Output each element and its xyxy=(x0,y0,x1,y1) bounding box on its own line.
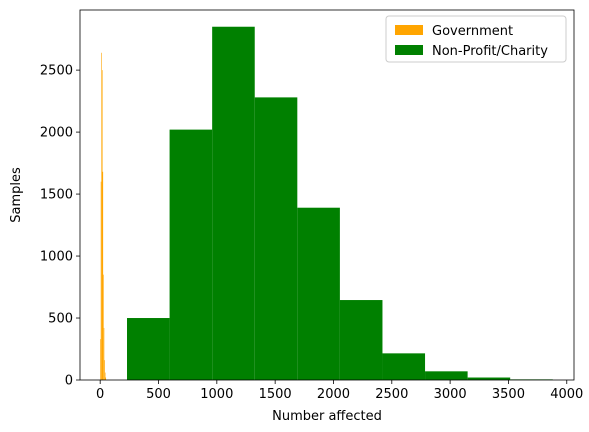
legend-swatch-non-profit-charity xyxy=(395,45,423,55)
y-tick-label-500: 500 xyxy=(48,312,73,327)
bar-non-profit-charity-7 xyxy=(425,371,468,380)
x-tick-label-0: 0 xyxy=(96,387,104,402)
y-tick-label-1000: 1000 xyxy=(40,250,73,265)
bar-non-profit-charity-5 xyxy=(339,300,383,380)
x-tick-label-3000: 3000 xyxy=(434,387,467,402)
legend-box xyxy=(385,15,567,63)
y-tick-label-2000: 2000 xyxy=(40,126,73,141)
x-tick-label-2000: 2000 xyxy=(317,387,350,402)
bar-non-profit-charity-8 xyxy=(467,377,511,380)
bar-non-profit-charity-6 xyxy=(382,353,426,380)
x-tick-label-2500: 2500 xyxy=(375,387,408,402)
y-axis-label: Samples xyxy=(9,167,24,223)
bar-government-5 xyxy=(103,274,104,380)
bar-government-9 xyxy=(105,377,107,380)
legend: Government Non-Profit/Charity xyxy=(385,15,567,63)
bar-government-6 xyxy=(103,327,105,380)
bar-non-profit-charity-0 xyxy=(127,318,170,380)
bar-government-4 xyxy=(102,171,104,380)
axes-frame xyxy=(79,9,575,381)
x-tick-label-3500: 3500 xyxy=(492,387,525,402)
bar-government-0 xyxy=(100,339,101,380)
x-axis-label: Number affected xyxy=(272,409,382,424)
legend-swatch-government xyxy=(395,25,423,35)
y-axis-ticks: 0 500 1000 1500 2000 2500 xyxy=(40,64,80,389)
bars-layer xyxy=(100,26,553,381)
y-tick-label-2500: 2500 xyxy=(40,64,73,79)
legend-label-non-profit-charity: Non-Profit/Charity xyxy=(432,44,548,59)
bar-government-8 xyxy=(104,372,106,380)
x-tick-label-4000: 4000 xyxy=(550,387,583,402)
y-tick-label-0: 0 xyxy=(65,374,73,389)
bar-government-1 xyxy=(100,181,102,380)
y-tick-label-1500: 1500 xyxy=(40,188,73,203)
x-tick-label-1500: 1500 xyxy=(259,387,292,402)
bar-non-profit-charity-4 xyxy=(297,207,340,380)
bar-non-profit-charity-2 xyxy=(212,26,255,380)
bar-government-3 xyxy=(101,70,103,381)
bar-non-profit-charity-3 xyxy=(254,97,298,380)
legend-label-government: Government xyxy=(432,24,513,39)
x-tick-label-500: 500 xyxy=(146,387,171,402)
x-tick-label-1000: 1000 xyxy=(200,387,233,402)
bar-non-profit-charity-1 xyxy=(169,129,213,380)
bar-government-7 xyxy=(104,360,105,380)
bar-government-2 xyxy=(101,52,102,380)
x-axis-ticks: 0 500 1000 1500 2000 2500 3000 3500 4000 xyxy=(96,380,583,402)
